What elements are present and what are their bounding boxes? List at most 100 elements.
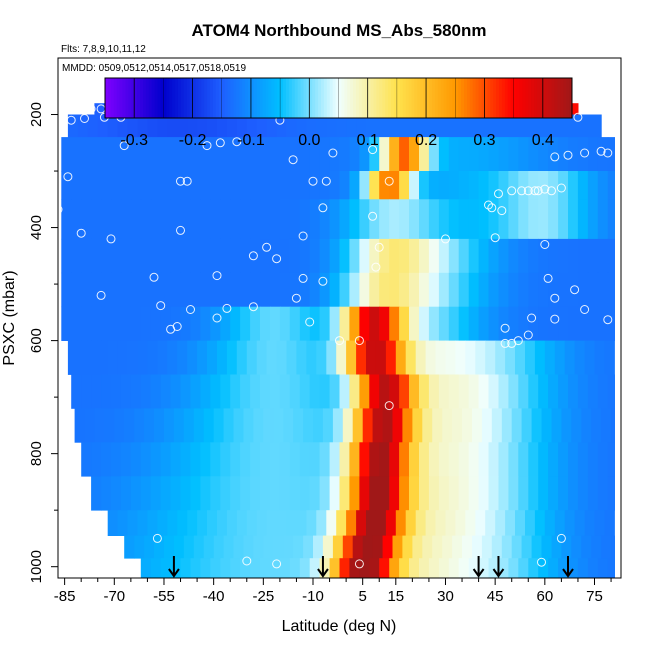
heatmap-cell: [94, 408, 105, 443]
observation-marker: [500, 323, 510, 333]
heatmap-cell: [289, 476, 301, 511]
heatmap-cell: [170, 558, 182, 579]
heatmap-cell: [111, 306, 122, 341]
heatmap-cell: [568, 374, 579, 409]
heatmap-cell: [538, 374, 549, 409]
heatmap-cell: [428, 238, 440, 274]
x-tick-label: -85: [54, 588, 76, 605]
heatmap-cell: [279, 272, 291, 308]
heatmap-cell: [594, 114, 602, 138]
x-tick-label: -40: [203, 588, 225, 605]
heatmap-cell: [117, 114, 129, 138]
colorbar-cell: [274, 78, 278, 118]
dates-note: MMDD: 0509,0512,0514,0517,0518,0519: [62, 63, 246, 74]
colorbar-cell: [303, 78, 307, 118]
heatmap-cell: [94, 103, 105, 115]
heatmap-cell: [422, 408, 433, 443]
heatmap-cell: [518, 238, 529, 274]
heatmap-cell: [534, 340, 546, 375]
heatmap-cell: [87, 340, 99, 375]
heatmap-cell: [279, 442, 291, 477]
heatmap-cell: [77, 114, 89, 138]
heatmap-cell: [256, 340, 268, 375]
heatmap-cell: [607, 374, 615, 409]
heatmap-cell: [462, 408, 473, 443]
heatmap-cell: [415, 510, 427, 536]
heatmap-cell: [359, 306, 370, 341]
colorbar-cell: [548, 78, 553, 118]
heatmap-cell: [478, 199, 490, 240]
heatmap-cell: [130, 374, 142, 409]
heatmap-cell: [428, 272, 440, 308]
heatmap-cell: [551, 535, 562, 559]
heatmap-cell: [607, 442, 615, 477]
colorbar-cell: [245, 78, 249, 118]
heatmap-cell: [230, 442, 241, 477]
colorbar-cell: [280, 78, 284, 118]
colorbar-cell: [131, 78, 135, 118]
colorbar-cell: [230, 78, 234, 118]
heatmap-cell: [409, 374, 420, 409]
colorbar-cell: [417, 78, 421, 118]
heatmap-cell: [180, 199, 191, 240]
down-arrow-icon: [492, 556, 505, 578]
heatmap-cell: [468, 476, 480, 511]
colorbar-cell: [119, 78, 124, 118]
heatmap-cell: [303, 535, 314, 559]
colorbar-cell: [569, 78, 573, 118]
heatmap-cell: [508, 442, 519, 477]
colorbar-cell: [315, 78, 319, 118]
x-tick-label: 75: [586, 588, 603, 605]
heatmap-cell: [180, 238, 191, 274]
heatmap-cell: [488, 199, 499, 240]
colorbar-cell: [364, 78, 369, 118]
observation-marker: [500, 338, 510, 348]
colorbar-tick-label: 0.4: [532, 132, 554, 149]
heatmap-cell: [279, 374, 291, 409]
colorbar-cell: [560, 78, 564, 118]
colorbar-cell: [204, 78, 208, 118]
heatmap-cell: [577, 238, 589, 274]
heatmap-cell: [366, 340, 377, 375]
heatmap-cell: [197, 114, 208, 138]
heatmap-cell: [369, 171, 380, 200]
heatmap-cell: [289, 238, 301, 274]
colorbar-cell: [125, 78, 129, 118]
heatmap-cell: [538, 272, 549, 308]
colorbar-cell: [285, 78, 290, 118]
heatmap-cell: [240, 171, 251, 200]
heatmap-cell: [544, 340, 556, 375]
heatmap-cell: [236, 510, 248, 536]
heatmap-cell: [140, 171, 152, 200]
heatmap-cell: [217, 340, 228, 375]
heatmap-cell: [326, 510, 337, 536]
observation-marker: [305, 317, 315, 327]
heatmap-cell: [130, 476, 142, 511]
heatmap-cell: [286, 510, 297, 536]
heatmap-cell: [180, 137, 191, 172]
heatmap-cell: [571, 103, 579, 115]
heatmap-cell: [491, 535, 503, 559]
heatmap-cell: [568, 171, 579, 200]
colorbar-cell: [452, 78, 456, 118]
heatmap-cell: [498, 442, 509, 477]
heatmap-cell: [607, 306, 615, 341]
x-tick-label: 30: [437, 588, 454, 605]
heatmap-cell: [250, 272, 261, 308]
down-arrow-icon: [317, 556, 329, 578]
colorbar-cell: [428, 78, 433, 118]
heatmap-cell: [399, 272, 410, 308]
heatmap-cell: [554, 114, 566, 138]
heatmap-cell: [409, 238, 420, 274]
colorbar-cell: [353, 78, 357, 118]
colorbar-cell: [166, 78, 170, 118]
heatmap-cell: [81, 442, 92, 477]
heatmap-cell: [498, 476, 509, 511]
heatmap-cell: [505, 510, 516, 536]
x-tick-label: 15: [387, 588, 404, 605]
heatmap-cell: [349, 476, 360, 511]
heatmap-cell: [207, 340, 218, 375]
heatmap-cell: [528, 476, 539, 511]
heatmap-cell: [511, 408, 523, 443]
heatmap-cell: [455, 340, 466, 375]
